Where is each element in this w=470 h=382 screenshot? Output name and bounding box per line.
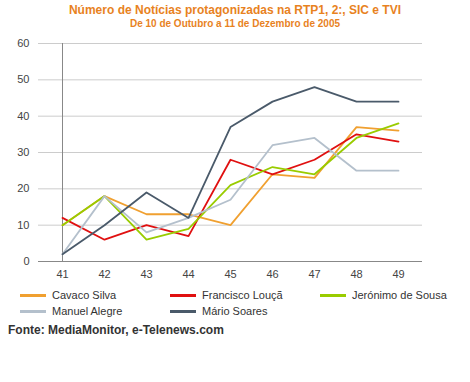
svg-text:46: 46 [266, 268, 278, 280]
html-text:Cavaco Silva: Cavaco Silva [52, 289, 117, 301]
html-text:De 10 de Outubro a 11 de Dezem: De 10 de Outubro a 11 de Dezembro de 200… [130, 18, 340, 29]
svg-text:0: 0 [23, 255, 29, 267]
html-text:Manuel Alegre: Manuel Alegre [52, 305, 123, 317]
svg-text:49: 49 [392, 268, 404, 280]
html-text:Mário Soares: Mário Soares [202, 305, 268, 317]
html-text:Francisco Louçã: Francisco Louçã [202, 289, 283, 301]
svg-text:30: 30 [17, 146, 29, 158]
svg-text:44: 44 [182, 268, 194, 280]
svg-text:42: 42 [98, 268, 110, 280]
svg-text:43: 43 [140, 268, 152, 280]
svg-text:40: 40 [17, 110, 29, 122]
svg-text:45: 45 [224, 268, 236, 280]
svg-text:50: 50 [17, 73, 29, 85]
html-text:Número de Notícias protagoniza: Número de Notícias protagonizadas na RTP… [69, 3, 401, 17]
html-text:Jerónimo de Sousa: Jerónimo de Sousa [352, 289, 447, 301]
svg-text:47: 47 [308, 268, 320, 280]
svg-text:10: 10 [17, 219, 29, 231]
svg-text:20: 20 [17, 182, 29, 194]
svg-text:48: 48 [350, 268, 362, 280]
svg-text:41: 41 [56, 268, 68, 280]
svg-text:60: 60 [17, 37, 29, 49]
html-text:Fonte: MediaMonitor, e-Telenew: Fonte: MediaMonitor, e-Telenews.com [8, 323, 224, 337]
